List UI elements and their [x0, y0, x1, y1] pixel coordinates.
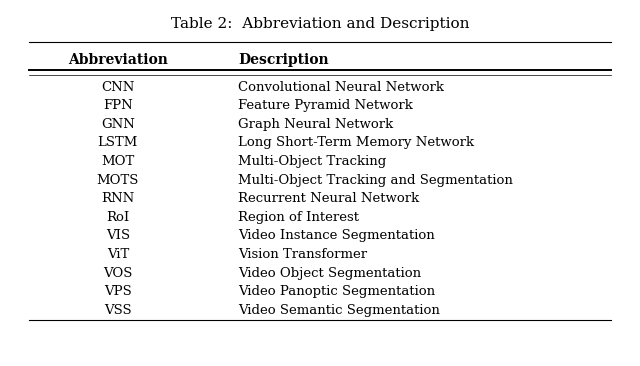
- Text: Vision Transformer: Vision Transformer: [238, 248, 367, 261]
- Text: Video Object Segmentation: Video Object Segmentation: [238, 267, 421, 280]
- Text: VIS: VIS: [106, 229, 130, 242]
- Text: Video Panoptic Segmentation: Video Panoptic Segmentation: [238, 285, 435, 298]
- Text: Multi-Object Tracking: Multi-Object Tracking: [238, 155, 386, 168]
- Text: MOTS: MOTS: [97, 173, 139, 187]
- Text: Table 2:  Abbreviation and Description: Table 2: Abbreviation and Description: [171, 17, 469, 31]
- Text: Multi-Object Tracking and Segmentation: Multi-Object Tracking and Segmentation: [238, 173, 513, 187]
- Text: FPN: FPN: [103, 99, 132, 112]
- Text: Video Instance Segmentation: Video Instance Segmentation: [238, 229, 435, 242]
- Text: Recurrent Neural Network: Recurrent Neural Network: [238, 192, 419, 205]
- Text: MOT: MOT: [101, 155, 134, 168]
- Text: CNN: CNN: [101, 81, 134, 94]
- Text: Description: Description: [238, 53, 328, 67]
- Text: VOS: VOS: [103, 267, 132, 280]
- Text: ViT: ViT: [107, 248, 129, 261]
- Text: LSTM: LSTM: [98, 137, 138, 149]
- Text: Abbreviation: Abbreviation: [68, 53, 168, 67]
- Text: Long Short-Term Memory Network: Long Short-Term Memory Network: [238, 137, 474, 149]
- Text: RNN: RNN: [101, 192, 134, 205]
- Text: GNN: GNN: [101, 118, 135, 131]
- Text: Graph Neural Network: Graph Neural Network: [238, 118, 393, 131]
- Text: Video Semantic Segmentation: Video Semantic Segmentation: [238, 304, 440, 317]
- Text: VSS: VSS: [104, 304, 132, 317]
- Text: VPS: VPS: [104, 285, 132, 298]
- Text: Convolutional Neural Network: Convolutional Neural Network: [238, 81, 444, 94]
- Text: RoI: RoI: [106, 211, 129, 224]
- Text: Feature Pyramid Network: Feature Pyramid Network: [238, 99, 413, 112]
- Text: Region of Interest: Region of Interest: [238, 211, 359, 224]
